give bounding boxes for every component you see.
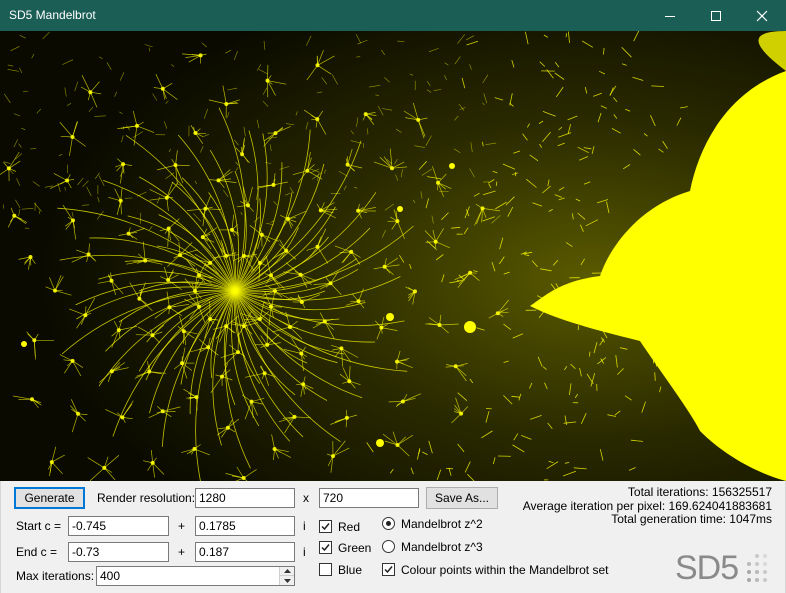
end-real-input[interactable]: -0.73 xyxy=(68,542,169,562)
start-imag-input[interactable]: 0.1785 xyxy=(195,516,295,536)
end-imag-input[interactable]: 0.187 xyxy=(195,542,295,562)
green-checkbox[interactable] xyxy=(319,541,332,554)
checkmark-icon xyxy=(321,544,330,552)
title-bar: SD5 Mandelbrot xyxy=(0,0,786,31)
green-label: Green xyxy=(338,541,372,555)
average-iteration-text: Average iteration per pixel: 169.6240418… xyxy=(522,498,772,513)
fractal-image[interactable] xyxy=(0,31,786,481)
resolution-width-input[interactable]: 1280 xyxy=(195,488,295,508)
blue-label: Blue xyxy=(338,563,363,577)
mandelbrot-z3-label: Mandelbrot z^3 xyxy=(401,540,483,554)
resolution-separator: x xyxy=(303,491,309,505)
logo-text: SD5 xyxy=(675,549,739,587)
start-real-input[interactable]: -0.745 xyxy=(68,516,169,536)
end-c-label: End c = xyxy=(16,545,58,559)
close-button[interactable] xyxy=(739,0,785,31)
spin-up-icon xyxy=(283,569,291,573)
start-c-label: Start c = xyxy=(16,519,62,533)
start-plus-sign: + xyxy=(178,519,186,533)
logo-dots-icon xyxy=(747,554,767,582)
mandelbrot-z3-radio[interactable] xyxy=(382,540,395,553)
maximize-button[interactable] xyxy=(693,0,739,31)
generation-time-text: Total generation time: 1047ms xyxy=(611,512,772,526)
max-iterations-input[interactable]: 400 xyxy=(96,566,295,586)
red-label: Red xyxy=(338,520,361,534)
total-iterations-text: Total iterations: 156325517 xyxy=(627,485,772,499)
blue-checkbox[interactable] xyxy=(319,563,332,576)
minimize-icon xyxy=(665,15,675,17)
checkmark-icon xyxy=(384,566,393,574)
save-as-button[interactable]: Save As... xyxy=(426,487,498,509)
spin-down-button[interactable] xyxy=(280,576,294,585)
max-iterations-spinner xyxy=(279,567,294,585)
close-icon xyxy=(756,10,768,21)
resolution-height-input[interactable]: 720 xyxy=(319,488,419,508)
max-iterations-label: Max iterations: xyxy=(16,569,95,583)
sd5-logo: SD5 xyxy=(675,549,775,587)
mandelbrot-z2-label: Mandelbrot z^2 xyxy=(401,517,483,531)
mandelbrot-z2-radio[interactable] xyxy=(382,517,395,530)
minimize-button[interactable] xyxy=(647,0,693,31)
red-checkbox[interactable] xyxy=(319,520,332,533)
colour-inside-checkbox[interactable] xyxy=(382,563,395,576)
spin-down-icon xyxy=(283,578,291,583)
mandelbrot-render xyxy=(0,31,786,481)
end-plus-sign: + xyxy=(178,545,186,559)
checkmark-icon xyxy=(321,523,330,531)
render-resolution-label: Render resolution: xyxy=(97,491,196,505)
max-iterations-value: 400 xyxy=(100,569,121,583)
generate-button[interactable]: Generate xyxy=(14,487,85,509)
end-i-suffix: i xyxy=(303,545,306,559)
statistics: Total iterations: 156325517 Average iter… xyxy=(522,485,772,527)
start-i-suffix: i xyxy=(303,519,306,533)
maximize-icon xyxy=(711,10,721,21)
window-title: SD5 Mandelbrot xyxy=(9,8,96,22)
colour-inside-label: Colour points within the Mandelbrot set xyxy=(401,563,609,577)
spin-up-button[interactable] xyxy=(280,567,294,576)
